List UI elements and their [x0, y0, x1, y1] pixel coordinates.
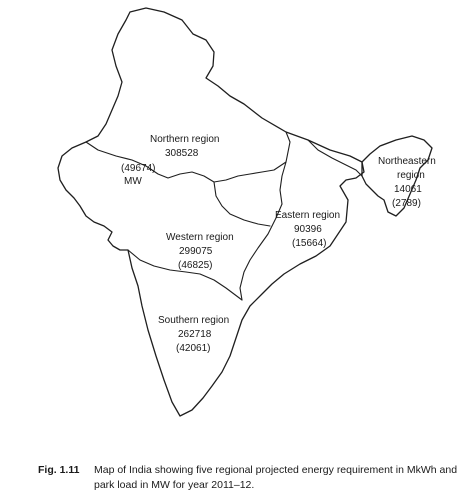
western-region-energy: 299075 [179, 246, 213, 257]
eastern-region-energy: 90396 [294, 224, 322, 235]
southern-region-name: Southern region [158, 315, 229, 326]
southern-region-energy: 262718 [178, 329, 212, 340]
northeast-outline [361, 135, 433, 217]
northern-region-unit: MW [124, 176, 142, 187]
caption-text: Map of India showing five regional proje… [94, 464, 458, 491]
eastern-region-load: (15664) [292, 238, 326, 249]
northern-region-energy: 308528 [165, 148, 199, 159]
west-east-border [239, 203, 283, 301]
figure-number: Fig. 1.11 [38, 464, 80, 476]
western-region-load: (46825) [178, 260, 212, 271]
northeastern-region-name-line1: Northeastern [378, 156, 436, 167]
northern-region-load: (49674) [121, 163, 155, 174]
north-west-border [85, 141, 287, 183]
eastern-region-name: Eastern region [275, 210, 340, 221]
mp-inner-line [213, 181, 271, 227]
eastern-nepal-border [307, 139, 363, 177]
northeastern-region-name-line2: region [397, 170, 425, 181]
india-outline [57, 7, 365, 417]
southern-region-load: (42061) [176, 343, 210, 354]
northern-region-name: Northern region [150, 134, 219, 145]
northeastern-region-load: (2789) [392, 198, 421, 209]
north-east-border [279, 131, 291, 205]
india-map: Northern region 308528 (49674) MW Northe… [57, 7, 436, 417]
western-region-name: Western region [166, 232, 234, 243]
northeastern-region-energy: 14061 [394, 184, 422, 195]
west-south-border [127, 249, 243, 301]
